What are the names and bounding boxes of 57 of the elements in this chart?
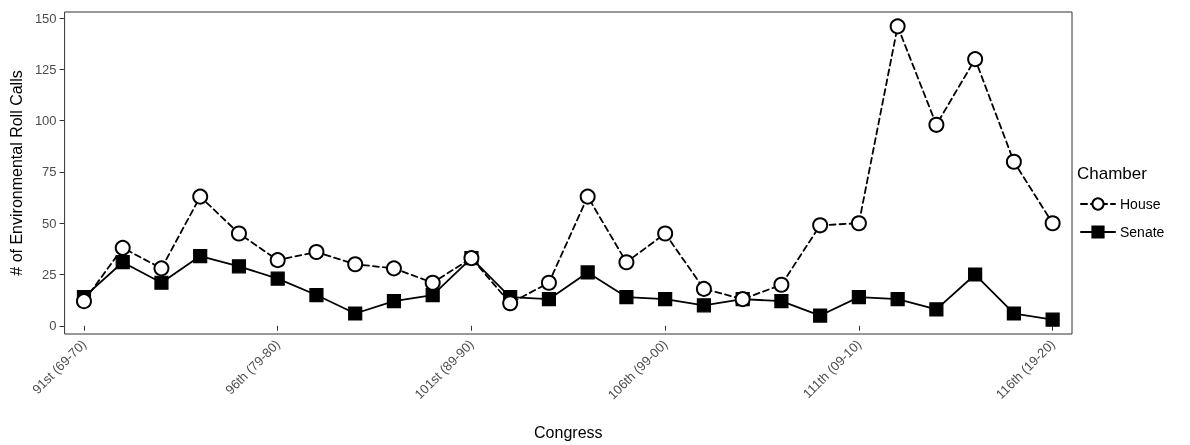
point [502,295,519,312]
point [424,274,441,291]
point [115,255,130,270]
point [928,116,945,133]
point [309,287,324,303]
point [386,294,402,309]
point [1006,306,1021,321]
point [579,188,596,205]
point [658,292,673,307]
point [230,225,247,242]
point [580,265,595,280]
point [850,215,867,232]
point [348,306,363,321]
point [813,308,828,323]
legend-label: House [1120,196,1161,212]
y-tick-label: 75 [42,164,57,180]
point [657,225,674,242]
point [541,292,557,307]
y-tick-label: 150 [34,10,57,26]
legend-label: Senate [1120,224,1165,240]
point [851,289,866,305]
point [114,239,131,256]
point [968,267,983,282]
point [812,217,829,234]
y-tick-label: 0 [49,318,57,334]
point [308,243,325,260]
point [889,18,906,35]
point [270,271,285,286]
point [695,280,712,297]
y-tick-label: 25 [42,267,57,283]
point [154,275,169,290]
point [619,289,634,305]
point [193,248,208,264]
point [774,294,789,309]
y-axis-title: # of Environmental Roll Calls [7,70,25,276]
point [269,252,286,269]
x-axis-title: Congress [534,423,603,441]
point [540,274,557,291]
point [929,302,944,317]
y-tick-label: 50 [42,215,57,231]
point [75,293,92,310]
y-tick-label: 125 [34,61,57,77]
point [385,260,402,277]
point [347,256,364,273]
point [1045,312,1060,327]
point [153,260,170,277]
point [967,51,984,68]
y-tick-label: 100 [34,113,57,129]
point [192,188,209,205]
point [773,276,790,293]
point [618,254,635,271]
point [1044,215,1061,232]
point [696,298,712,313]
point [1005,153,1022,170]
point [890,292,905,307]
point [231,259,247,274]
legend-title: Chamber [1077,164,1148,183]
